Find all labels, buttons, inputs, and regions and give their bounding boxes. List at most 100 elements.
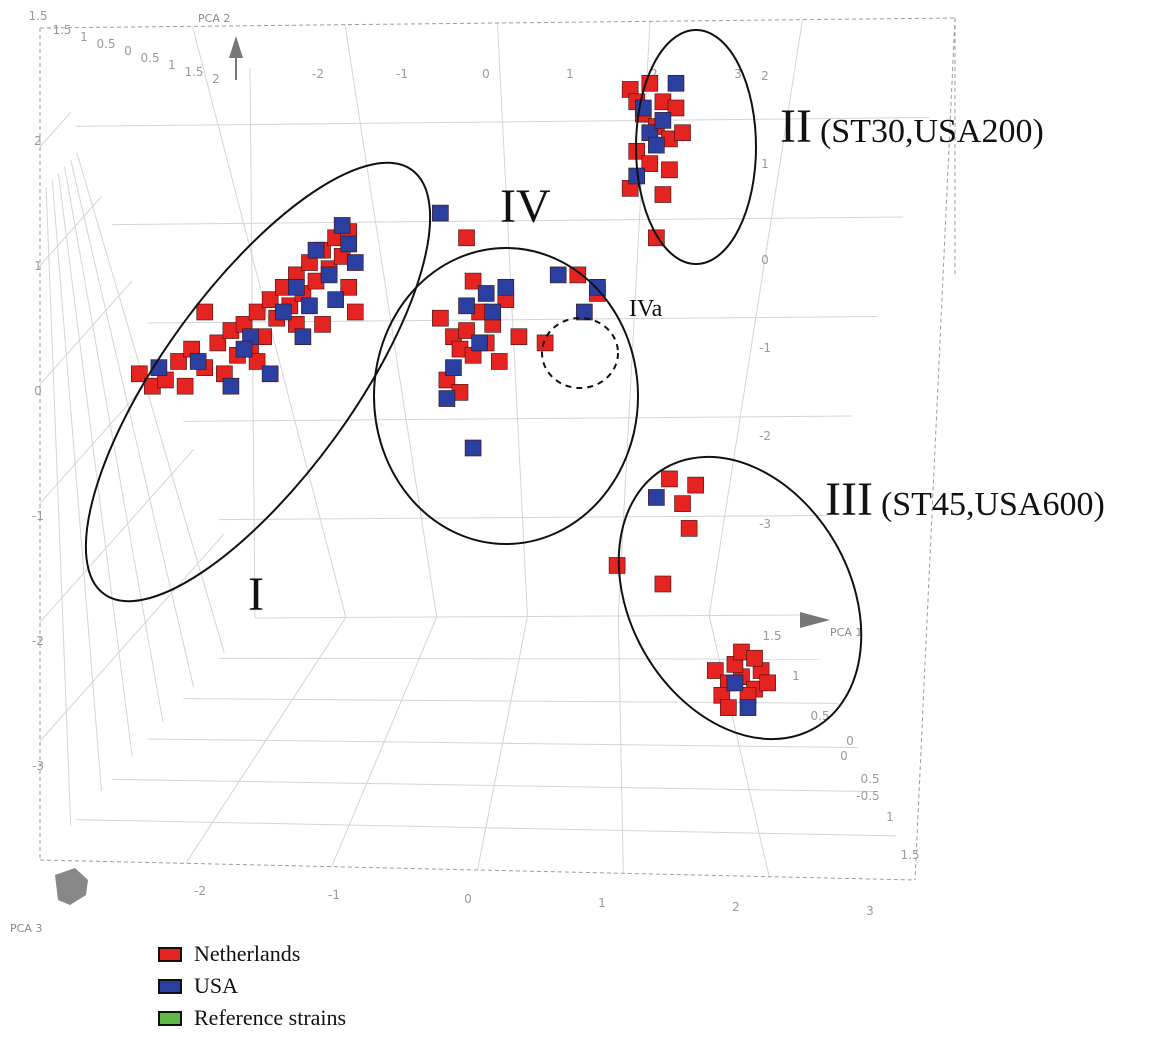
tick-label: 1 bbox=[566, 67, 574, 81]
legend-label-netherlands: Netherlands bbox=[194, 941, 301, 966]
data-point bbox=[661, 470, 678, 488]
data-point bbox=[464, 439, 482, 457]
tick-label: -2 bbox=[759, 429, 771, 443]
tick-label: 0.5 bbox=[860, 772, 879, 786]
data-point bbox=[432, 309, 449, 327]
grid-line bbox=[39, 533, 225, 742]
tick-label: -1 bbox=[396, 67, 408, 81]
cluster-label-iii: III (ST45,USA600) bbox=[825, 473, 1105, 526]
grid-line bbox=[219, 515, 826, 521]
tick-label: 1 bbox=[168, 58, 176, 72]
data-point bbox=[680, 520, 698, 537]
legend-swatch-netherlands bbox=[158, 946, 182, 962]
grid-line bbox=[76, 152, 225, 653]
tick-label: 1.5 bbox=[900, 848, 919, 862]
data-point bbox=[497, 278, 515, 296]
tick-label: 0 bbox=[846, 734, 854, 748]
data-point bbox=[490, 353, 508, 370]
tick-label: -0.5 bbox=[856, 789, 879, 803]
cluster-labels: I II (ST30,USA200) III (ST45,USA600) IV IVa bbox=[248, 100, 1105, 621]
data-point bbox=[471, 334, 488, 352]
data-point bbox=[576, 303, 593, 321]
grid-line bbox=[39, 364, 164, 504]
data-point bbox=[320, 266, 338, 284]
tick-label: 0 bbox=[840, 749, 848, 763]
data-point bbox=[674, 124, 691, 142]
pca3-axis-title: PCA 3 bbox=[10, 922, 42, 935]
tick-label: -2 bbox=[32, 634, 44, 648]
data-point bbox=[726, 674, 744, 692]
data-point bbox=[189, 353, 207, 370]
data-point bbox=[661, 161, 678, 179]
tick-label: 0 bbox=[34, 384, 42, 398]
data-markers bbox=[130, 74, 776, 716]
data-point bbox=[458, 229, 475, 247]
data-point bbox=[654, 186, 672, 203]
data-point bbox=[346, 303, 364, 321]
tick-label: 0 bbox=[464, 892, 472, 906]
legend-item-netherlands: Netherlands bbox=[158, 938, 346, 970]
data-point bbox=[261, 291, 279, 308]
data-point bbox=[759, 674, 776, 692]
grid-line bbox=[111, 778, 877, 793]
pca1-arrow bbox=[800, 612, 830, 628]
data-point bbox=[261, 365, 279, 383]
grid-line bbox=[39, 111, 72, 148]
box-edge bbox=[39, 859, 916, 881]
tick-label: 1 bbox=[34, 259, 42, 273]
data-point bbox=[706, 662, 724, 679]
tick-label: 2 bbox=[34, 134, 42, 148]
cluster-iva-ellipse bbox=[541, 317, 619, 389]
tick-label: 1.5 bbox=[52, 23, 71, 37]
data-point bbox=[333, 217, 351, 234]
data-point bbox=[589, 278, 606, 296]
tick-label: 2 bbox=[650, 67, 658, 81]
pca2-arrow bbox=[229, 36, 243, 58]
legend-swatch-usa bbox=[158, 978, 182, 994]
grid-line bbox=[75, 819, 896, 837]
data-point bbox=[458, 297, 475, 315]
data-point bbox=[510, 328, 528, 346]
pca1-axis-title: PCA 1 bbox=[830, 626, 862, 639]
data-point bbox=[667, 74, 685, 92]
data-point bbox=[654, 112, 672, 129]
pca2-axis-title: PCA 2 bbox=[198, 12, 230, 25]
box-edge bbox=[914, 17, 956, 881]
data-point bbox=[608, 557, 626, 574]
data-point bbox=[458, 322, 475, 339]
data-point bbox=[549, 266, 567, 284]
data-point bbox=[327, 291, 344, 308]
legend-item-usa: USA bbox=[158, 970, 346, 1002]
tick-label: 2 bbox=[761, 69, 769, 83]
data-point bbox=[569, 266, 587, 284]
data-point bbox=[432, 204, 449, 222]
tick-label: 1 bbox=[598, 896, 606, 910]
cluster-iv-ellipse bbox=[373, 247, 639, 545]
data-point bbox=[248, 353, 266, 370]
data-point bbox=[464, 272, 482, 290]
legend-label-reference-strains: Reference strains bbox=[194, 1005, 347, 1030]
tick-label: 2 bbox=[212, 72, 220, 86]
grid-line bbox=[51, 180, 102, 791]
data-point bbox=[235, 340, 253, 358]
tick-label: 0.5 bbox=[96, 37, 115, 51]
data-point bbox=[536, 334, 554, 352]
axis-arrows: PCA 2 PCA 1 PCA 3 bbox=[10, 12, 862, 935]
cluster-ellipses bbox=[84, 29, 863, 741]
tick-label: 1 bbox=[80, 30, 88, 44]
tick-label: 0 bbox=[482, 67, 490, 81]
data-point bbox=[170, 353, 187, 370]
data-point bbox=[667, 99, 685, 117]
tick-label: -1 bbox=[328, 888, 340, 902]
legend-item-reference-strains: Reference strains bbox=[158, 1002, 346, 1034]
tick-label: -2 bbox=[194, 884, 206, 898]
data-point bbox=[687, 476, 704, 494]
tick-labels: -2 -1 0 1 2 3 -2 -1 0 1 2 3 1.5 1 0.5 0 0.5 1 1.5 2 2 1 0 -1 -2 -… bbox=[28, 9, 919, 918]
grid-line bbox=[147, 738, 858, 748]
data-point bbox=[196, 303, 214, 321]
data-point bbox=[301, 297, 318, 315]
data-point bbox=[484, 303, 502, 321]
grid-line bbox=[64, 166, 164, 722]
grid-line bbox=[39, 280, 133, 385]
